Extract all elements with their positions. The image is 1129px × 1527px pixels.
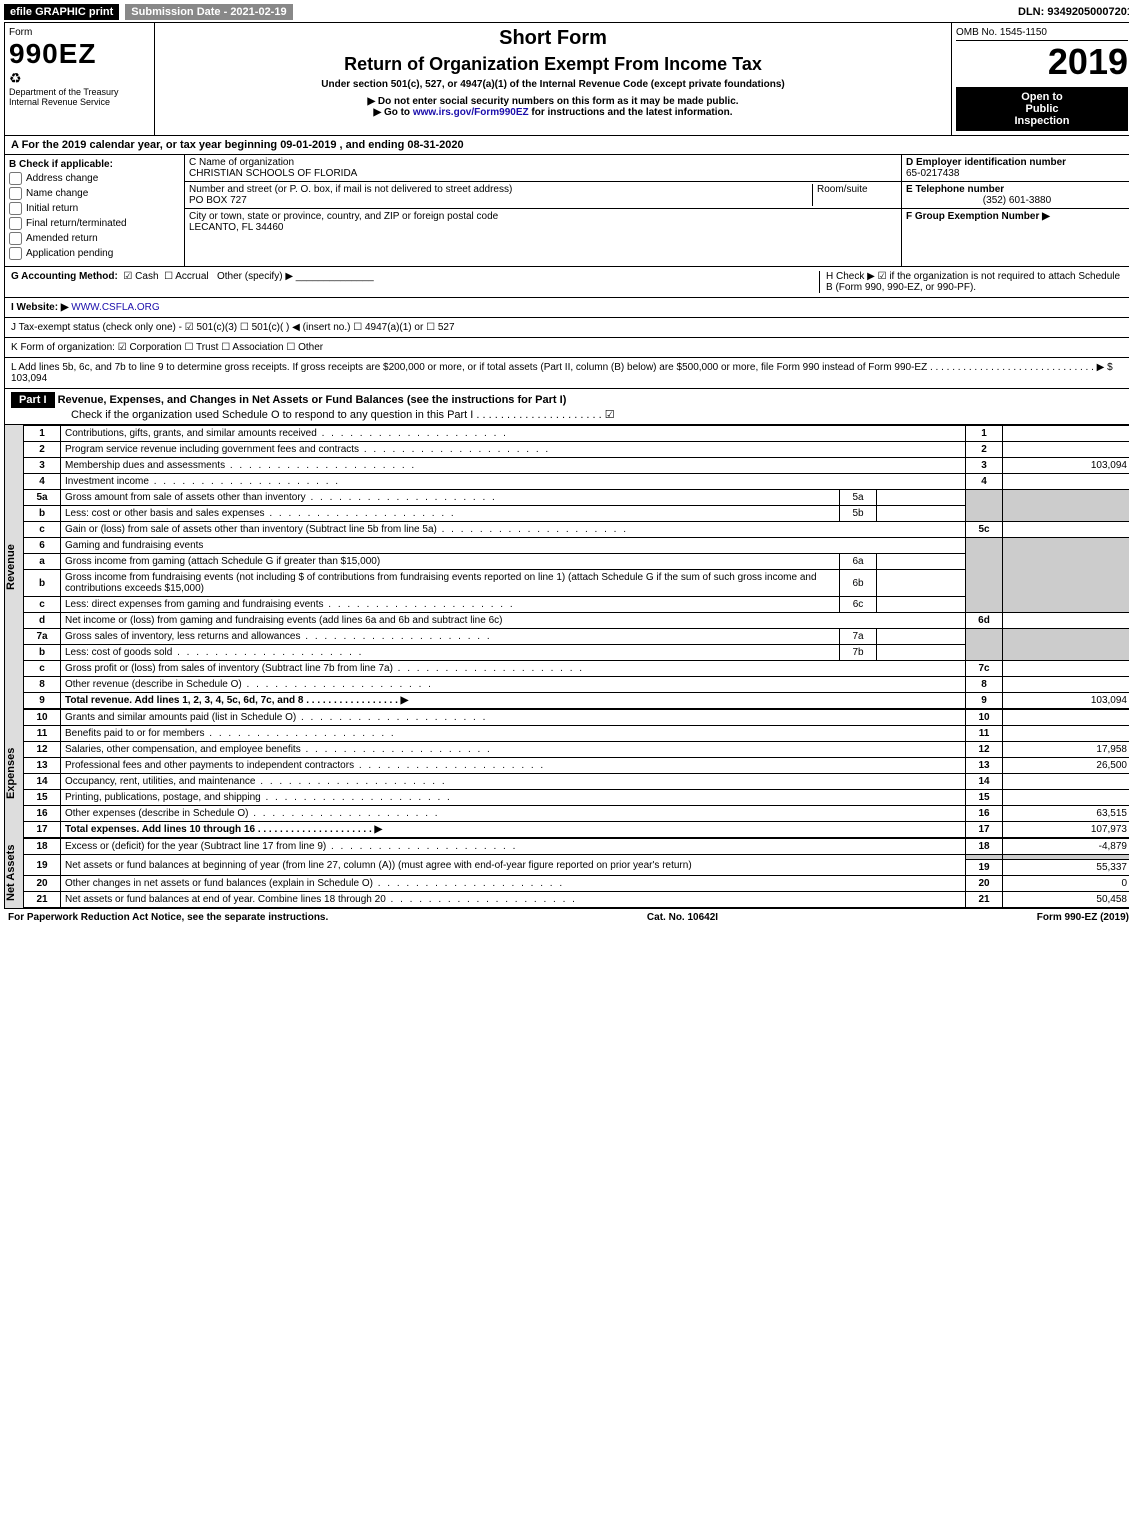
top-toolbar: efile GRAPHIC print Submission Date - 20… xyxy=(4,4,1129,20)
title-block: Form 990EZ ♻ Department of the Treasury … xyxy=(5,23,1129,136)
form-number-cell: Form 990EZ ♻ Department of the Treasury … xyxy=(5,23,155,135)
section-l: L Add lines 5b, 6c, and 7b to line 9 to … xyxy=(5,357,1129,388)
title-center-cell: Short Form Return of Organization Exempt… xyxy=(155,23,952,135)
year-cell: OMB No. 1545-1150 2019 Open to Public In… xyxy=(952,23,1129,135)
org-address: PO BOX 727 xyxy=(189,195,812,206)
box-c-name-label: C Name of organization xyxy=(189,157,897,168)
subtitle-1: Under section 501(c), 527, or 4947(a)(1)… xyxy=(159,79,947,90)
box-c-city-label: City or town, state or province, country… xyxy=(189,211,897,222)
dln-label: DLN: 93492050007201 xyxy=(1018,6,1129,18)
efile-label: efile GRAPHIC print xyxy=(4,4,119,20)
long-title: Return of Organization Exempt From Incom… xyxy=(159,54,947,75)
phone-value: (352) 601-3880 xyxy=(906,195,1128,206)
part-1-bar: Part I xyxy=(11,392,55,408)
open-to-public-box: Open to Public Inspection xyxy=(956,87,1128,131)
omb-number: OMB No. 1545-1150 xyxy=(956,27,1128,41)
footer-center: Cat. No. 10642I xyxy=(647,912,718,923)
box-e-label: E Telephone number xyxy=(906,184,1128,195)
part-1-title: Revenue, Expenses, and Changes in Net As… xyxy=(58,394,567,406)
check-initial-return[interactable] xyxy=(9,202,22,215)
check-address-change[interactable] xyxy=(9,172,22,185)
form-container: Form 990EZ ♻ Department of the Treasury … xyxy=(4,22,1129,909)
org-city: LECANTO, FL 34460 xyxy=(189,222,897,233)
check-amended-return[interactable] xyxy=(9,232,22,245)
netassets-table: 18Excess or (deficit) for the year (Subt… xyxy=(23,838,1129,908)
expenses-table: 10Grants and similar amounts paid (list … xyxy=(23,709,1129,838)
netassets-side-label: Net Assets xyxy=(5,838,23,908)
part-1-header: Part I Revenue, Expenses, and Changes in… xyxy=(5,388,1129,425)
dept-treasury: Department of the Treasury xyxy=(9,87,150,97)
check-application-pending[interactable] xyxy=(9,247,22,260)
room-suite-label: Room/suite xyxy=(812,184,897,206)
header-grid: B Check if applicable: Address change Na… xyxy=(5,155,1129,266)
box-b: B Check if applicable: Address change Na… xyxy=(5,155,185,266)
box-f-label: F Group Exemption Number ▶ xyxy=(906,211,1128,222)
part-1-check: Check if the organization used Schedule … xyxy=(71,409,615,421)
netassets-section: Net Assets 18Excess or (deficit) for the… xyxy=(5,838,1129,908)
revenue-table: 1Contributions, gifts, grants, and simil… xyxy=(23,425,1129,709)
expenses-section: Expenses 10Grants and similar amounts pa… xyxy=(5,709,1129,838)
subtitle-3: ▶ Go to www.irs.gov/Form990EZ for instru… xyxy=(159,107,947,118)
box-c-addr-label: Number and street (or P. O. box, if mail… xyxy=(189,184,812,195)
footer-right: Form 990-EZ (2019) xyxy=(1037,912,1129,923)
section-j: J Tax-exempt status (check only one) - ☑… xyxy=(5,317,1129,337)
box-def: D Employer identification number 65-0217… xyxy=(902,155,1129,266)
period-row: A For the 2019 calendar year, or tax yea… xyxy=(5,136,1129,155)
form-number: 990EZ xyxy=(9,38,150,70)
expenses-side-label: Expenses xyxy=(5,709,23,838)
ein-value: 65-0217438 xyxy=(906,168,1128,179)
recycle-icon: ♻ xyxy=(9,70,150,87)
check-name-change[interactable] xyxy=(9,187,22,200)
footer-left: For Paperwork Reduction Act Notice, see … xyxy=(8,912,328,923)
dept-irs: Internal Revenue Service xyxy=(9,97,150,107)
section-k: K Form of organization: ☑ Corporation ☐ … xyxy=(5,337,1129,357)
website-link[interactable]: WWW.CSFLA.ORG xyxy=(71,302,159,313)
box-c: C Name of organization CHRISTIAN SCHOOLS… xyxy=(185,155,902,266)
irs-link[interactable]: www.irs.gov/Form990EZ xyxy=(413,107,529,118)
section-i: I Website: ▶ WWW.CSFLA.ORG xyxy=(5,297,1129,317)
subtitle-2: ▶ Do not enter social security numbers o… xyxy=(159,96,947,107)
short-form-title: Short Form xyxy=(159,27,947,50)
tax-year: 2019 xyxy=(956,41,1128,83)
org-name: CHRISTIAN SCHOOLS OF FLORIDA xyxy=(189,168,897,179)
box-d-label: D Employer identification number xyxy=(906,157,1128,168)
check-final-return[interactable] xyxy=(9,217,22,230)
submission-date: Submission Date - 2021-02-19 xyxy=(125,4,292,20)
revenue-section: Revenue 1Contributions, gifts, grants, a… xyxy=(5,425,1129,709)
form-word: Form xyxy=(9,27,150,38)
section-g: G Accounting Method: ☑ Cash ☐ Accrual Ot… xyxy=(5,266,1129,297)
box-b-title: B Check if applicable: xyxy=(9,159,180,170)
revenue-side-label: Revenue xyxy=(5,425,23,709)
page-footer: For Paperwork Reduction Act Notice, see … xyxy=(4,909,1129,926)
box-h: H Check ▶ ☑ if the organization is not r… xyxy=(819,271,1126,293)
